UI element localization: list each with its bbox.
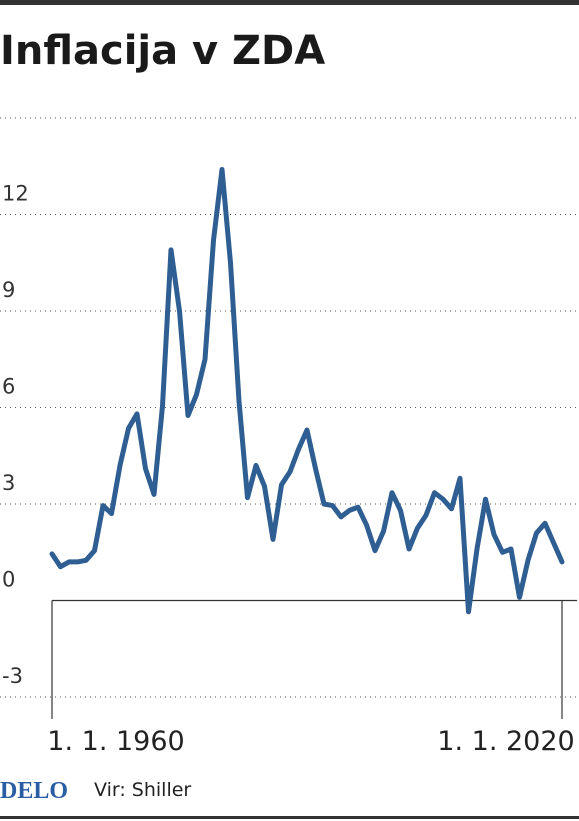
x-tick-label: 1. 1. 1960 [47,726,184,757]
brand: DELO [0,778,68,804]
source: Vir: Shiller [94,779,191,801]
y-tick-label: 0 [2,568,15,592]
series-line [49,167,565,615]
top-border [0,0,579,5]
y-tick-label: 12 [2,182,29,206]
bottom-border [0,816,579,819]
chart-title: Inflacija v ZDA [0,28,325,74]
y-tick-label: -3 [2,664,23,688]
x-tick-label: 1. 1. 2020 [437,726,574,757]
y-tick-label: 6 [2,375,15,399]
y-tick-label: 9 [2,278,15,302]
y-tick-label: 3 [2,471,15,495]
